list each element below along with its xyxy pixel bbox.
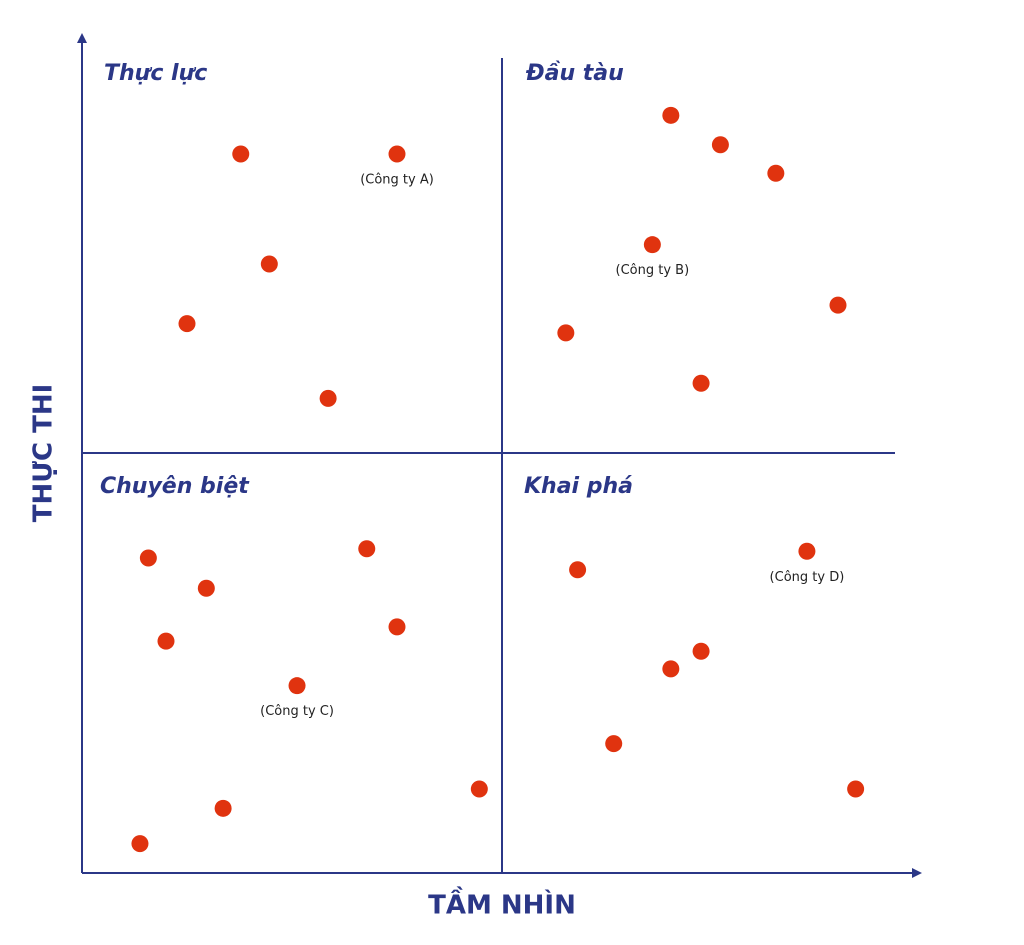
data-point (470, 780, 488, 798)
quadrant-label: Khai phá (524, 474, 633, 499)
y-axis-label: THỰC THI (29, 384, 59, 523)
data-point (569, 561, 587, 579)
point-label: (Công ty B) (616, 263, 690, 278)
data-point (319, 389, 337, 407)
data-point (798, 542, 816, 560)
data-point (662, 106, 680, 124)
data-point (692, 642, 710, 660)
data-point (139, 549, 157, 567)
data-point (829, 296, 847, 314)
data-point (388, 618, 406, 636)
data-point (388, 145, 406, 163)
data-point (214, 799, 232, 817)
quadrant-label: Chuyên biệt (100, 474, 250, 499)
data-point (232, 145, 250, 163)
data-point (692, 374, 710, 392)
data-point (157, 632, 175, 650)
y-axis-arrow (77, 33, 87, 43)
x-axis-arrow (912, 868, 922, 878)
data-point (288, 677, 306, 695)
data-point (131, 835, 149, 853)
quadrant-label: Thực lực (104, 61, 207, 86)
point-label: (Công ty D) (770, 570, 845, 585)
point-label: (Công ty C) (260, 704, 334, 719)
data-point (662, 660, 680, 678)
point-label: (Công ty A) (360, 172, 434, 187)
data-point (605, 735, 623, 753)
data-point (260, 255, 278, 273)
data-point (643, 236, 661, 254)
data-point (767, 164, 785, 182)
data-point (557, 324, 575, 342)
quadrant-label: Đầu tàu (525, 61, 624, 86)
data-point (358, 540, 376, 558)
data-point (847, 780, 865, 798)
data-point (197, 579, 215, 597)
data-point (711, 136, 729, 154)
x-axis-label: TẦM NHÌN (428, 886, 576, 921)
data-point (178, 315, 196, 333)
